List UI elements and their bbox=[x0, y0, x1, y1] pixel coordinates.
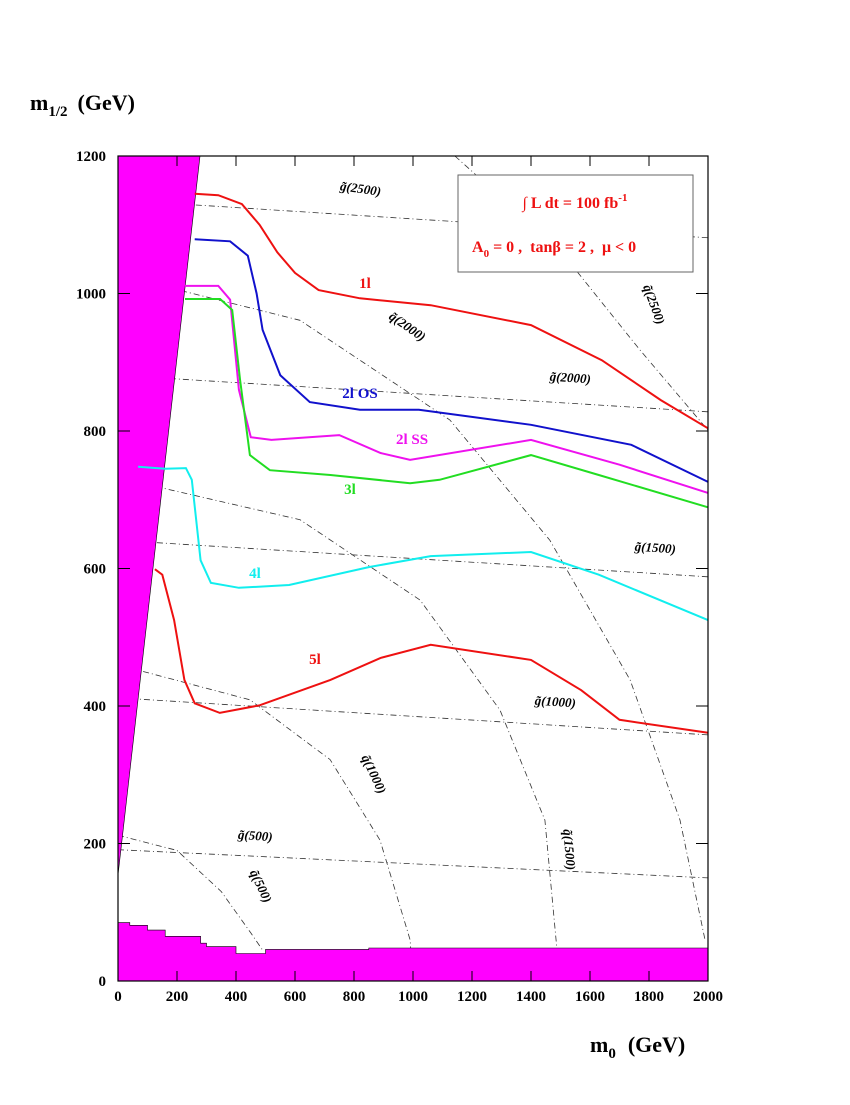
y-tick-label: 800 bbox=[84, 424, 107, 440]
y-label-main: m bbox=[30, 90, 48, 115]
x-tick-label: 1400 bbox=[516, 989, 546, 1005]
x-tick-label: 0 bbox=[114, 989, 122, 1005]
x-tick-label: 600 bbox=[284, 989, 307, 1005]
contour-label: g̃(1000) bbox=[533, 693, 576, 711]
contour-label: g̃(2000) bbox=[548, 369, 591, 387]
lumi-text: ∫ L dt = 100 fb bbox=[522, 195, 619, 213]
iso-mass-contour bbox=[117, 199, 709, 239]
y-tick-label: 400 bbox=[84, 699, 107, 715]
iso-mass-contour bbox=[117, 849, 709, 879]
params-rest: = 0 , tanβ = 2 , μ < 0 bbox=[489, 239, 636, 256]
iso-mass-contour bbox=[117, 374, 709, 413]
curve-label: 1l bbox=[359, 276, 371, 292]
excluded-region bbox=[117, 922, 709, 982]
x-tick-label: 200 bbox=[166, 989, 189, 1005]
x-tick-label: 400 bbox=[225, 989, 248, 1005]
reach-curve bbox=[194, 192, 709, 430]
params-a: A bbox=[472, 239, 484, 256]
contour-label: g̃(1500) bbox=[633, 539, 676, 557]
y-label-sub: 1/2 bbox=[48, 104, 67, 120]
luminosity: ∫ L dt = 100 fb-1 bbox=[522, 192, 628, 213]
curve-label: 2l OS bbox=[342, 386, 377, 402]
y-tick-label: 0 bbox=[99, 974, 107, 990]
x-axis-label: m0 (GeV) bbox=[590, 1032, 685, 1062]
x-tick-label: 1000 bbox=[398, 989, 428, 1005]
x-tick-label: 1200 bbox=[457, 989, 487, 1005]
y-tick-label: 200 bbox=[84, 837, 107, 853]
y-axis-label: m1/2 (GeV) bbox=[30, 90, 135, 120]
curve-label: 5l bbox=[309, 652, 321, 668]
y-tick-label: 1000 bbox=[76, 287, 106, 303]
iso-mass-contour bbox=[117, 834, 263, 951]
contour-label: q̃(1500) bbox=[560, 828, 579, 870]
params-sub: 0 bbox=[484, 248, 490, 260]
reach-curve bbox=[185, 298, 709, 509]
y-label-unit: (GeV) bbox=[78, 90, 135, 115]
reach-curve bbox=[194, 238, 709, 483]
x-label-unit: (GeV) bbox=[628, 1032, 685, 1057]
contour-label: g̃(2500) bbox=[338, 178, 382, 199]
lumi-sup: -1 bbox=[618, 192, 627, 204]
x-tick-label: 1600 bbox=[575, 989, 605, 1005]
reach-curve bbox=[138, 465, 709, 622]
plot-area: g̃(2500) g̃(2000) g̃(1500) g̃(1000) g̃(500) q… bbox=[117, 155, 709, 982]
reach-curve bbox=[154, 568, 709, 734]
x-tick-label: 1800 bbox=[634, 989, 664, 1005]
contour-label: g̃(500) bbox=[236, 827, 273, 844]
iso-mass-contour bbox=[117, 697, 709, 736]
iso-mass-contour bbox=[117, 477, 561, 982]
curve-label: 3l bbox=[344, 482, 356, 498]
annotation-box bbox=[457, 174, 694, 273]
iso-mass-contour bbox=[117, 664, 414, 982]
y-tick-label: 600 bbox=[84, 562, 107, 578]
x-tick-label: 2000 bbox=[693, 989, 723, 1005]
reach-curve bbox=[185, 284, 709, 494]
parameters: A0 = 0 , tanβ = 2 , μ < 0 bbox=[472, 239, 636, 260]
curve-label: 4l bbox=[249, 566, 261, 582]
x-label-main: m bbox=[590, 1032, 608, 1057]
x-tick-label: 800 bbox=[343, 989, 366, 1005]
iso-mass-contour bbox=[117, 274, 706, 940]
x-label-sub: 0 bbox=[608, 1046, 616, 1062]
curve-label: 2l SS bbox=[396, 432, 428, 448]
y-tick-label: 1200 bbox=[76, 149, 106, 165]
